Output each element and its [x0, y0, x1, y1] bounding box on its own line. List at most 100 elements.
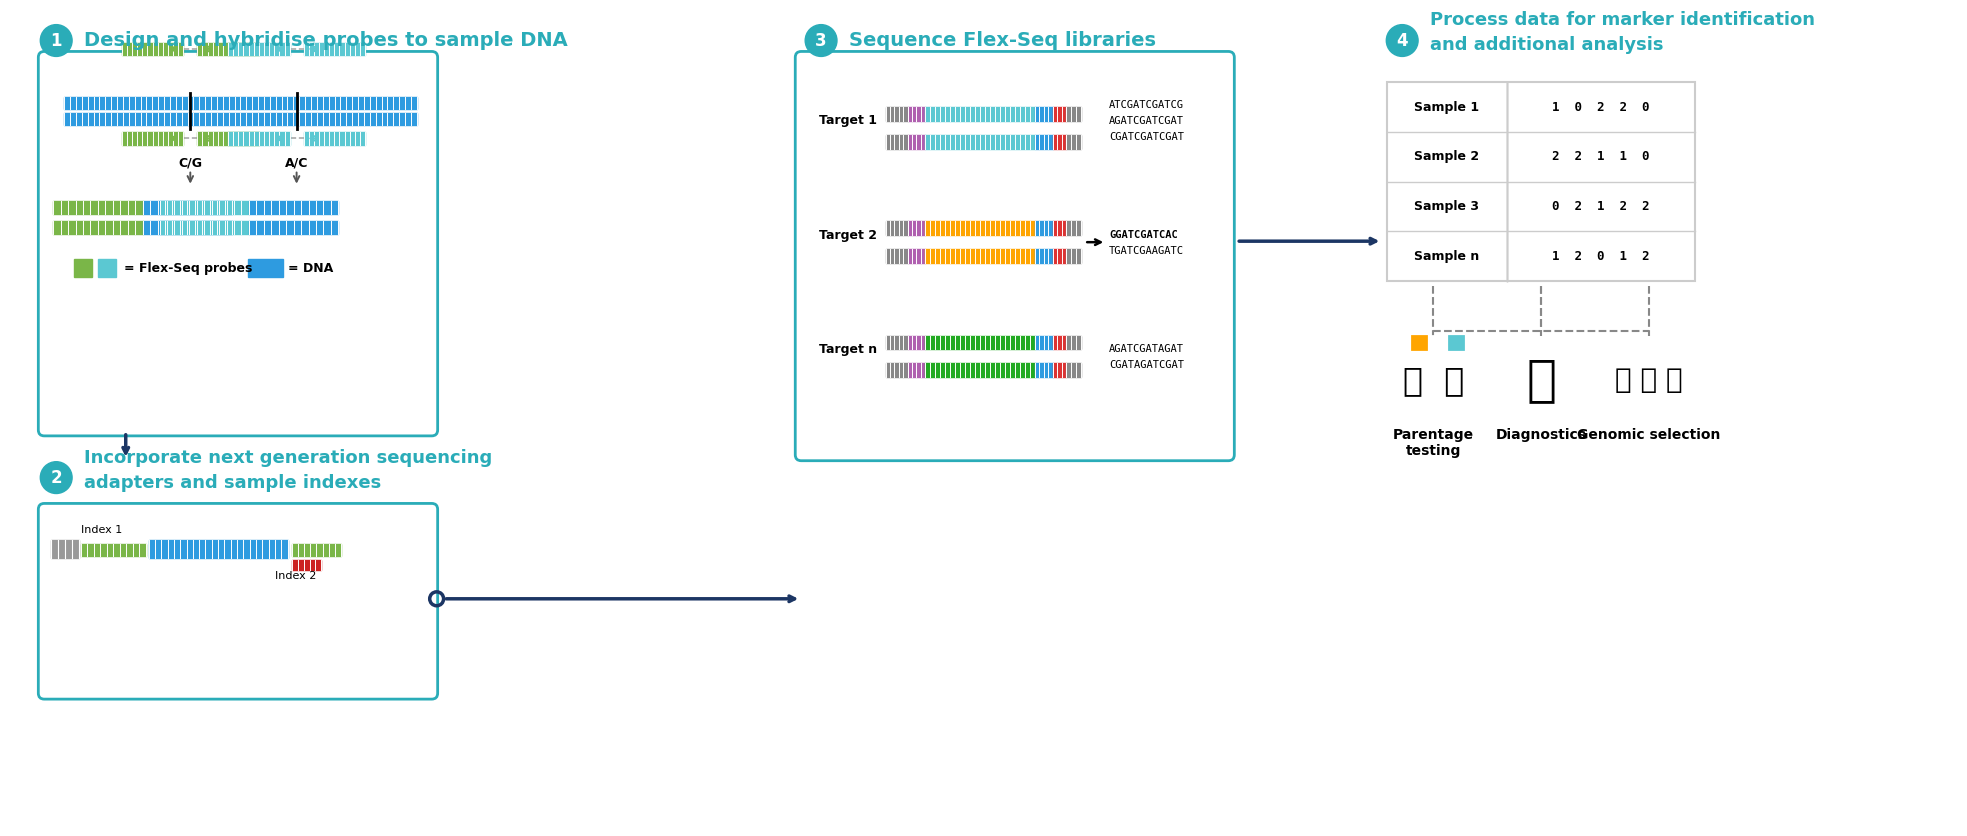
Text: Target 2: Target 2	[818, 229, 877, 242]
Bar	[1450, 335, 1463, 349]
Bar	[303, 132, 366, 145]
Bar	[1035, 335, 1052, 349]
Bar	[1035, 222, 1052, 235]
Bar	[924, 364, 1035, 377]
Bar	[228, 132, 289, 145]
Bar	[1467, 335, 1481, 349]
Bar	[1035, 364, 1052, 377]
Bar	[1052, 335, 1066, 349]
Text: A/C: A/C	[285, 156, 309, 170]
Bar	[197, 132, 260, 145]
Circle shape	[39, 24, 73, 56]
Text: ATCGATCGATCG: ATCGATCGATCG	[1109, 100, 1184, 110]
Bar	[250, 222, 338, 234]
Bar	[1052, 364, 1066, 377]
Bar	[1052, 222, 1066, 235]
Text: 1  2  0  1  2: 1 2 0 1 2	[1552, 250, 1650, 263]
Text: Index 2: Index 2	[275, 571, 317, 581]
Text: Target 1: Target 1	[818, 115, 877, 127]
FancyBboxPatch shape	[37, 503, 437, 699]
Circle shape	[1387, 24, 1418, 56]
Bar	[907, 222, 924, 235]
Bar	[228, 43, 289, 55]
Bar	[907, 107, 924, 121]
Bar	[81, 544, 146, 556]
Bar	[1052, 249, 1066, 263]
Bar	[122, 43, 183, 55]
Bar	[75, 259, 92, 277]
Bar	[924, 135, 1035, 149]
Bar	[885, 249, 907, 263]
Text: CGATAGATCGAT: CGATAGATCGAT	[1109, 360, 1184, 370]
Text: Incorporate next generation sequencing
adapters and sample indexes: Incorporate next generation sequencing a…	[85, 449, 492, 492]
Bar	[122, 132, 183, 145]
Bar	[1430, 335, 1444, 349]
Bar	[65, 113, 417, 125]
Text: 2: 2	[51, 469, 63, 487]
Text: Sequence Flex-Seq libraries: Sequence Flex-Seq libraries	[850, 31, 1157, 50]
FancyBboxPatch shape	[37, 52, 437, 436]
Bar	[924, 107, 1035, 121]
Text: C/G: C/G	[179, 156, 203, 170]
Text: TGATCGAAGATC: TGATCGAAGATC	[1109, 246, 1184, 256]
Text: GGATCGATCAC: GGATCGATCAC	[1109, 230, 1178, 240]
Bar	[1035, 249, 1052, 263]
Text: 4: 4	[1397, 32, 1408, 49]
Text: Sample n: Sample n	[1414, 250, 1479, 263]
Bar	[291, 560, 321, 570]
Text: Diagnostics: Diagnostics	[1495, 428, 1587, 442]
Text: Sample 1: Sample 1	[1414, 100, 1479, 114]
Text: 1  0  2  2  0: 1 0 2 2 0	[1552, 100, 1650, 114]
Bar	[924, 335, 1035, 349]
FancyBboxPatch shape	[795, 52, 1235, 461]
Bar	[907, 335, 924, 349]
Bar	[303, 43, 366, 55]
Bar	[924, 222, 1035, 235]
Bar	[1052, 107, 1066, 121]
Bar	[885, 222, 907, 235]
Bar	[885, 135, 907, 149]
Bar	[1066, 335, 1082, 349]
Text: CGATCGATCGAT: CGATCGATCGAT	[1109, 132, 1184, 142]
Bar	[907, 364, 924, 377]
Bar	[885, 364, 907, 377]
Text: AGATCGATAGAT: AGATCGATAGAT	[1109, 344, 1184, 354]
Text: Sample 2: Sample 2	[1414, 150, 1479, 163]
Text: 1: 1	[51, 32, 61, 49]
Text: 0  2  1  2  2: 0 2 1 2 2	[1552, 200, 1650, 213]
Bar	[885, 107, 907, 121]
Bar	[1066, 364, 1082, 377]
Bar	[1066, 249, 1082, 263]
Circle shape	[39, 461, 73, 493]
Bar	[1066, 222, 1082, 235]
Bar	[1387, 82, 1696, 281]
Bar	[907, 249, 924, 263]
Bar	[1066, 107, 1082, 121]
Bar	[291, 544, 342, 556]
Text: 3: 3	[814, 32, 826, 49]
Text: 🌿 🐔 🌳: 🌿 🐔 🌳	[1615, 366, 1684, 395]
Bar	[907, 135, 924, 149]
Bar	[144, 201, 232, 214]
Bar	[1412, 335, 1426, 349]
Bar	[924, 249, 1035, 263]
Bar	[149, 540, 287, 558]
Bar	[250, 201, 338, 214]
Bar	[1035, 135, 1052, 149]
Bar	[98, 259, 116, 277]
Bar	[248, 259, 283, 277]
Text: Parentage
testing: Parentage testing	[1393, 428, 1473, 458]
Text: Process data for marker identification
and additional analysis: Process data for marker identification a…	[1430, 11, 1816, 54]
Text: Target n: Target n	[818, 343, 877, 356]
Bar	[159, 222, 250, 234]
Bar	[197, 43, 260, 55]
Bar	[144, 222, 232, 234]
Text: Genomic selection: Genomic selection	[1578, 428, 1721, 442]
Bar	[885, 335, 907, 349]
Bar	[159, 201, 250, 214]
Text: 🐄  🐎: 🐄 🐎	[1402, 364, 1463, 397]
Text: Index 1: Index 1	[81, 525, 122, 535]
Text: 2  2  1  1  0: 2 2 1 1 0	[1552, 150, 1650, 163]
Bar	[51, 540, 79, 558]
Text: Design and hybridise probes to sample DNA: Design and hybridise probes to sample DN…	[85, 31, 568, 50]
